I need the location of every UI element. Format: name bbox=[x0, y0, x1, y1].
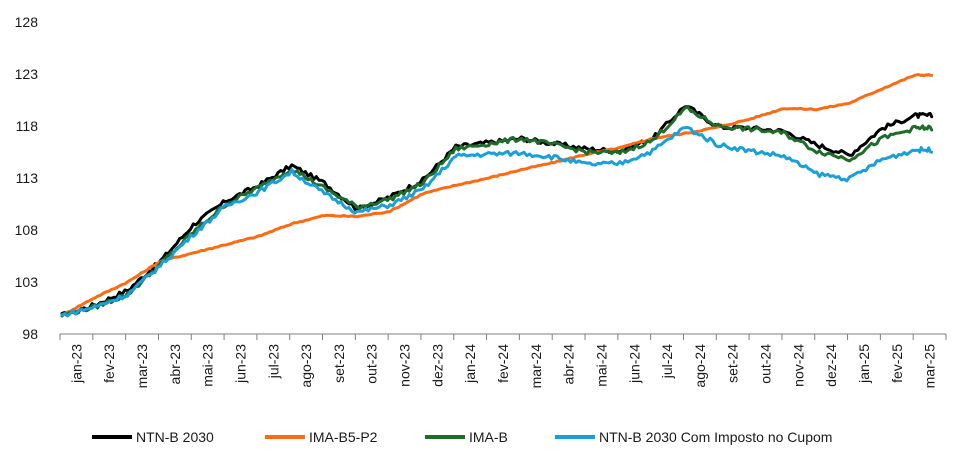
x-tick-label: jul-23 bbox=[265, 344, 281, 379]
legend-label: IMA-B bbox=[469, 429, 508, 445]
series-line bbox=[60, 73, 934, 318]
x-tick-label: mar-24 bbox=[528, 344, 544, 389]
y-tick-label: 113 bbox=[16, 170, 39, 186]
x-tick-label: ago-23 bbox=[298, 344, 314, 388]
legend-label: NTN-B 2030 Com Imposto no Cupom bbox=[599, 429, 832, 445]
x-tick-label: ago-24 bbox=[692, 344, 708, 388]
x-tick-label: dez-23 bbox=[429, 344, 445, 387]
x-tick-label: mar-25 bbox=[922, 344, 938, 389]
x-tick-label: dez-24 bbox=[823, 344, 839, 387]
x-axis: jan-23 fev-23 mar-23 abr-23 mai-23 jun-23 jul-… bbox=[59, 333, 947, 389]
x-tick-label: fev-24 bbox=[495, 344, 511, 383]
x-tick-label: set-23 bbox=[331, 344, 347, 383]
y-tick-label: 128 bbox=[15, 14, 39, 30]
x-tick-label: out-23 bbox=[364, 344, 380, 384]
x-tick-label: out-24 bbox=[758, 344, 774, 384]
x-tick-label: nov-23 bbox=[397, 344, 413, 387]
y-tick-label: 98 bbox=[22, 326, 38, 342]
y-axis: 98 103 108 113 118 123 128 bbox=[15, 14, 39, 342]
x-tick-label: mai-24 bbox=[593, 344, 609, 387]
x-tick-label: jun-24 bbox=[626, 344, 642, 384]
series-line bbox=[60, 106, 934, 318]
x-tick-label: set-24 bbox=[725, 344, 741, 383]
x-tick-label: jan-23 bbox=[68, 344, 84, 384]
x-tick-label: mai-23 bbox=[200, 344, 216, 387]
x-tick-label: abr-23 bbox=[167, 344, 183, 385]
legend-label: IMA-B5-P2 bbox=[309, 429, 378, 445]
x-tick-label: jun-23 bbox=[232, 344, 248, 384]
legend-label: NTN-B 2030 bbox=[136, 429, 214, 445]
x-tick-label: jul-24 bbox=[659, 344, 675, 379]
y-tick-label: 108 bbox=[15, 222, 39, 238]
x-tick-label: mar-23 bbox=[134, 344, 150, 389]
x-tick-label: jan-24 bbox=[462, 344, 478, 384]
series-line bbox=[60, 105, 934, 318]
legend: NTN-B 2030 IMA-B5-P2 IMA-B NTN-B 2030 Com I… bbox=[92, 429, 832, 445]
y-tick-label: 123 bbox=[15, 66, 39, 82]
x-tick-label: jan-25 bbox=[856, 344, 872, 384]
series-line bbox=[60, 126, 934, 318]
x-tick-label: fev-25 bbox=[889, 344, 905, 383]
x-tick-label: nov-24 bbox=[790, 344, 806, 387]
y-tick-label: 118 bbox=[16, 118, 39, 134]
y-tick-label: 103 bbox=[15, 274, 39, 290]
x-tick-label: fev-23 bbox=[101, 344, 117, 383]
x-tick-label: abr-24 bbox=[561, 344, 577, 385]
series-layer bbox=[60, 73, 934, 318]
